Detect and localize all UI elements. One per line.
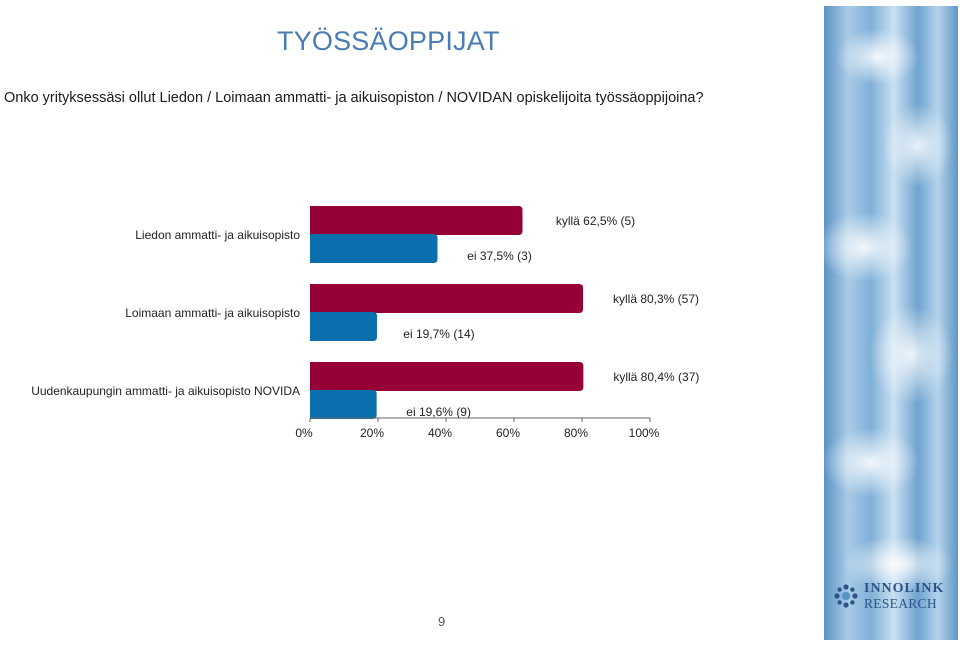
- ei-data-label: ei 19,7% (14): [403, 327, 474, 341]
- bar-chart: Liedon ammatti- ja aikuisopisto kyllä 62,…: [31, 206, 699, 440]
- ei-bar: [310, 390, 377, 419]
- survey-question: Onko yrityksessäsi ollut Liedon / Loimaa…: [4, 90, 704, 106]
- kylla-data-label: kyllä 80,3% (57): [613, 292, 699, 306]
- x-tick-label: 60%: [496, 426, 520, 440]
- x-tick-label: 40%: [428, 426, 452, 440]
- x-tick-label: 20%: [360, 426, 384, 440]
- category-label: Uudenkaupungin ammatti- ja aikuisopisto …: [31, 384, 300, 398]
- logo-mark-icon: [834, 584, 858, 608]
- decorative-side-image: [824, 6, 958, 640]
- kylla-data-label: kyllä 62,5% (5): [556, 214, 635, 228]
- kylla-data-label: kyllä 80,4% (37): [613, 370, 699, 384]
- category-label: Loimaan ammatti- ja aikuisopisto: [125, 306, 300, 320]
- kylla-bar: [310, 206, 523, 235]
- kylla-bar: [310, 284, 584, 313]
- slide-title: TYÖSSÄOPPIJAT: [277, 26, 500, 56]
- ei-bar: [310, 312, 377, 341]
- logo-line1: INNOLINK: [864, 580, 945, 596]
- innolink-logo: INNOLINK RESEARCH: [833, 578, 953, 614]
- category-label: Liedon ammatti- ja aikuisopisto: [135, 228, 300, 242]
- x-tick-label: 100%: [629, 426, 660, 440]
- ei-bar: [310, 234, 438, 263]
- kylla-bar: [310, 362, 584, 391]
- x-tick-label: 0%: [295, 426, 313, 440]
- page-number: 9: [438, 614, 446, 629]
- ei-data-label: ei 19,6% (9): [406, 405, 471, 419]
- logo-line2: RESEARCH: [864, 595, 937, 611]
- ei-data-label: ei 37,5% (3): [467, 249, 532, 263]
- x-tick-label: 80%: [564, 426, 588, 440]
